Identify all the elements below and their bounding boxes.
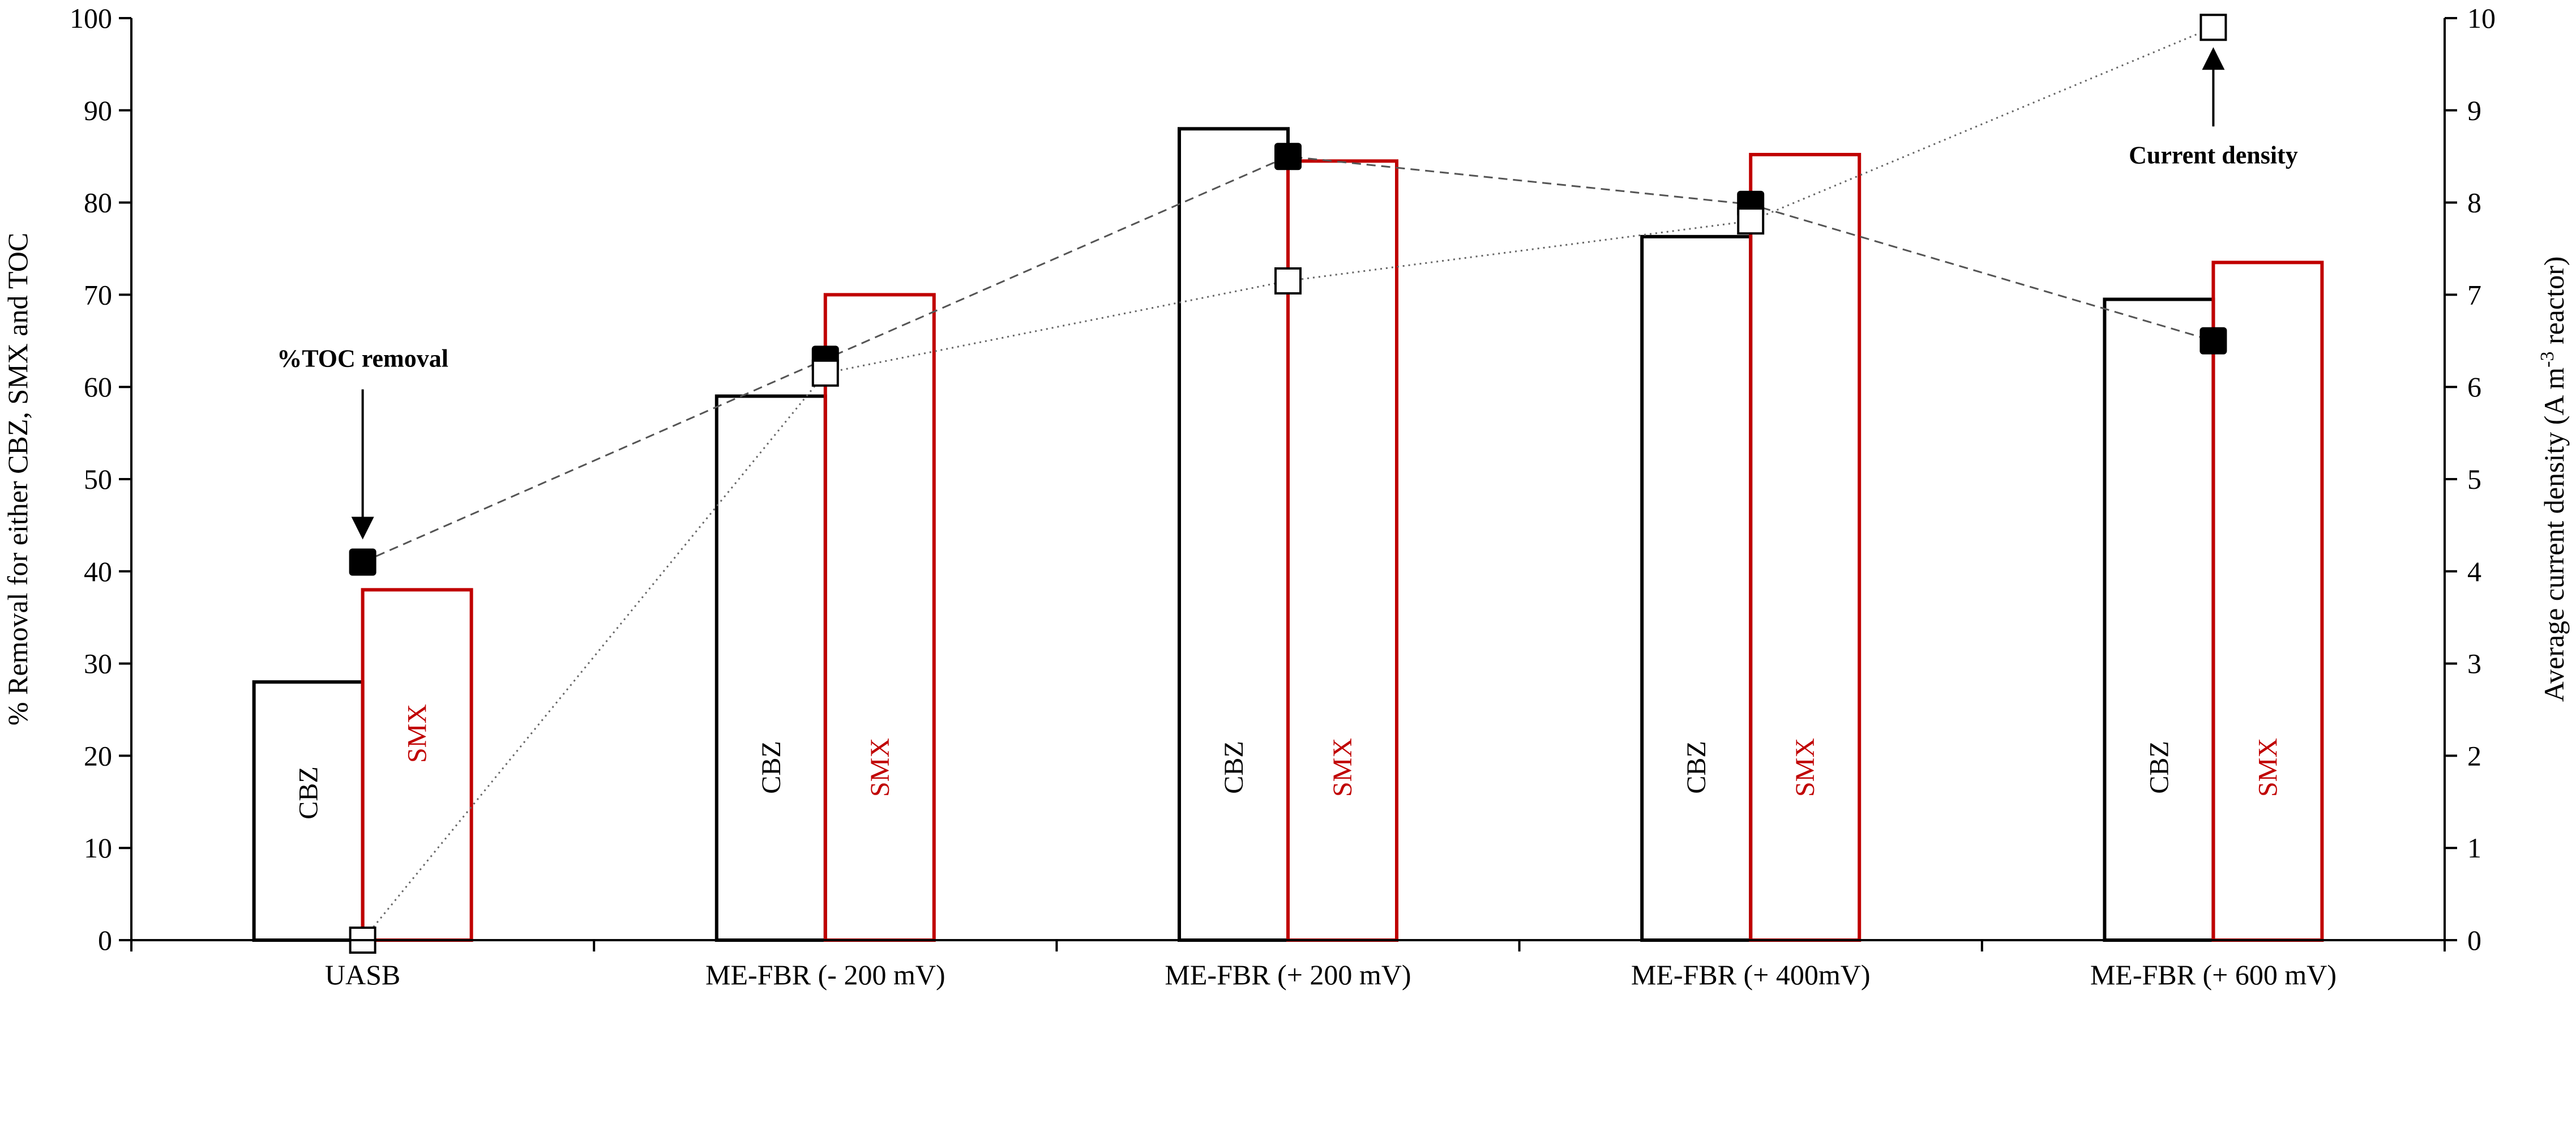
y-tick-label-right: 0 [2467,924,2481,956]
bar-label-smx: SMX [403,704,433,763]
y-tick-label-right: 4 [2467,556,2481,587]
y-tick-label-right: 1 [2467,832,2481,864]
y-tick-label-left: 20 [84,740,112,771]
y-tick-label-left: 60 [84,371,112,403]
toc-point-0 [349,548,376,576]
bar-smx-3 [1749,152,1862,942]
bar-label-cbz: CBZ [1219,741,1249,793]
bar-smx-1 [823,293,936,942]
bar-cbz-1 [714,394,827,942]
y-tick-label-left: 70 [84,279,112,310]
bar-label-cbz: CBZ [1681,741,1711,793]
current-density-point-1 [811,359,839,387]
y-tick-label-left: 80 [84,187,112,219]
labels-layer: CBZ CBZ CBZ CBZ CBZ SMX SMX SMX SMX SMX %TOC remov… [277,47,2298,820]
y-tick-label-right: 10 [2467,2,2496,34]
toc-point-2 [1274,143,1302,170]
y-tick-label-left: 90 [84,95,112,126]
y-axis-title-right: Average current density (A m-3 reactor) [2537,257,2570,702]
current-density-point-4 [2200,14,2227,41]
line-current-density [362,26,2214,941]
y-axis-title-right-end: reactor) [2538,257,2570,352]
y-tick-label-left: 30 [84,648,112,680]
bar-label-smx: SMX [865,738,895,797]
x-tick-label: ME-FBR (+ 200 mV) [1165,959,1411,991]
line--toc-removal [362,155,2214,563]
y-tick-label-right: 8 [2467,187,2481,219]
bar-label-smx: SMX [2253,738,2283,797]
bar-label-smx: SMX [1328,738,1358,797]
annotation-label: Current density [2129,141,2298,169]
toc-point-4 [2200,327,2227,355]
x-tick-label: ME-FBR (+ 400mV) [1631,959,1871,991]
bar-label-cbz: CBZ [2144,741,2174,793]
y-tick-label-right: 7 [2467,279,2481,310]
y-tick-label-right: 3 [2467,648,2481,680]
x-tick-label: UASB [325,959,400,991]
bar-cbz-4 [2103,297,2215,942]
y-tick-label-left: 0 [98,924,112,956]
bars-layer [252,127,2324,942]
y-tick-label-left: 50 [84,463,112,495]
y-tick-label-left: 100 [70,2,112,34]
axes-layer: 0 10 20 30 40 50 60 70 80 90 100 0 1 2 3 4 5 6 7 8 9 10 UASB ME… [2,2,2570,991]
bar-label-smx: SMX [1790,738,1820,797]
y-axis-title-left: % Removal for either CBZ, SMX and TOC [2,233,33,725]
y-tick-label-right: 9 [2467,95,2481,126]
bar-label-cbz: CBZ [294,766,324,819]
x-tick-label: ME-FBR (+ 600 mV) [2090,959,2337,991]
bar-label-cbz: CBZ [756,741,786,793]
current-density-point-3 [1737,207,1765,235]
x-tick-label: ME-FBR (- 200 mV) [705,959,945,991]
bar-smx-0 [361,588,473,942]
y-tick-label-right: 2 [2467,740,2481,771]
y-tick-label-right: 6 [2467,371,2481,403]
bar-cbz-2 [1178,127,1290,942]
y-axis-title-right-main: Average current density (A m [2538,368,2570,702]
current-density-point-2 [1274,267,1302,295]
bar-smx-2 [1286,159,1398,942]
y-axis-title-right-sup: -3 [2537,352,2558,368]
annotation-label: %TOC removal [277,345,448,373]
bar-smx-4 [2211,261,2324,942]
y-tick-label-left: 40 [84,556,112,587]
bar-cbz-3 [1640,234,1753,942]
y-tick-label-right: 5 [2467,463,2481,495]
y-tick-label-left: 10 [84,832,112,864]
